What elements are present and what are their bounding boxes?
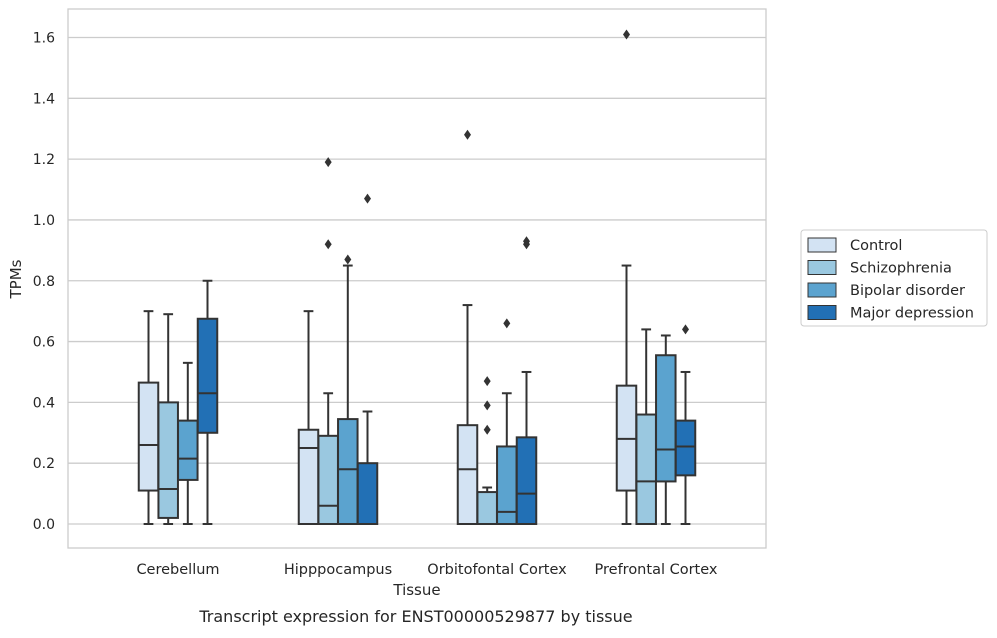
box-1-1 — [317, 157, 339, 525]
x-axis-label: Tissue — [392, 581, 440, 599]
legend-swatch — [807, 237, 837, 253]
outlier-point — [324, 239, 332, 250]
outlier-point — [623, 29, 630, 40]
legend-label: Bipolar disorder — [850, 283, 965, 299]
box-body — [196, 317, 219, 434]
y-tick-label: 0.8 — [33, 274, 55, 290]
x-tick-label: Hipppocampus — [284, 562, 392, 578]
box-body — [317, 434, 339, 525]
legend-swatch — [807, 282, 837, 298]
y-tick-label: 1.2 — [33, 152, 55, 168]
legend: Control Schizophrenia Bipolar disorder Majo… — [800, 229, 988, 327]
legend-items: Control Schizophrenia Bipolar disorder Majo… — [807, 237, 974, 322]
box-2-0 — [177, 361, 199, 525]
box-0-3 — [615, 29, 638, 525]
y-tick-label: 0.0 — [33, 517, 55, 533]
box-body — [177, 419, 199, 481]
box-body — [456, 424, 479, 525]
outlier-point — [324, 157, 332, 168]
outlier-point — [483, 376, 491, 387]
box-body — [356, 462, 379, 525]
outlier-point — [364, 193, 371, 204]
y-tick-label: 1.6 — [33, 31, 55, 47]
y-tick-label: 0.2 — [33, 456, 55, 472]
box-body — [297, 428, 320, 526]
chart-caption: Transcript expression for ENST0000052987… — [198, 607, 632, 626]
box-1-3 — [635, 328, 657, 526]
x-tick-label: Cerebellum — [136, 562, 219, 578]
box-0-2 — [456, 129, 479, 525]
box-3-1 — [356, 193, 379, 525]
box-body — [674, 419, 697, 477]
plot-frame — [67, 8, 767, 549]
box-body — [476, 491, 498, 525]
box-2-2 — [496, 318, 518, 525]
box-2-1 — [337, 254, 359, 526]
y-tick-label: 1.0 — [33, 213, 55, 229]
x-tick-label: Prefrontal Cortex — [595, 562, 718, 578]
x-tick-labels: Cerebellum Hipppocampus Orbitofontal Corte… — [136, 562, 717, 578]
boxes-layer — [137, 29, 697, 526]
outlier-point — [682, 324, 689, 335]
box-1-0 — [157, 313, 179, 525]
box-body — [137, 381, 160, 492]
legend-swatch — [807, 305, 837, 320]
outlier-point — [483, 424, 491, 435]
legend-label: Schizophrenia — [850, 261, 952, 277]
legend-frame — [800, 229, 988, 327]
box-1-2 — [476, 376, 498, 525]
box-2-3 — [655, 334, 677, 525]
y-tick-labels: 0.0 0.2 0.4 0.6 0.8 1.0 1.2 1.4 1.6 — [33, 31, 55, 534]
x-tick-label: Orbitofontal Cortex — [427, 562, 567, 578]
box-3-0 — [196, 279, 219, 525]
box-body — [655, 354, 677, 483]
box-body — [337, 418, 359, 526]
y-tick-label: 1.4 — [33, 91, 55, 107]
outlier-point — [483, 400, 491, 411]
box-3-2 — [515, 236, 538, 526]
outlier-point — [344, 254, 352, 265]
legend-label: Major depression — [850, 306, 974, 322]
box-0-1 — [297, 310, 320, 526]
box-3-3 — [674, 324, 697, 525]
legend-label: Control — [850, 238, 902, 254]
box-0-0 — [137, 310, 160, 525]
y-tick-label: 0.4 — [33, 395, 55, 411]
box-body — [635, 413, 657, 526]
y-axis-label: TPMs — [7, 259, 25, 299]
legend-swatch — [807, 260, 837, 275]
outlier-point — [503, 318, 511, 329]
outlier-point — [464, 129, 471, 140]
y-tick-label: 0.6 — [33, 335, 55, 351]
box-body — [515, 436, 538, 526]
outlier-point — [523, 236, 530, 247]
box-body — [157, 401, 179, 519]
